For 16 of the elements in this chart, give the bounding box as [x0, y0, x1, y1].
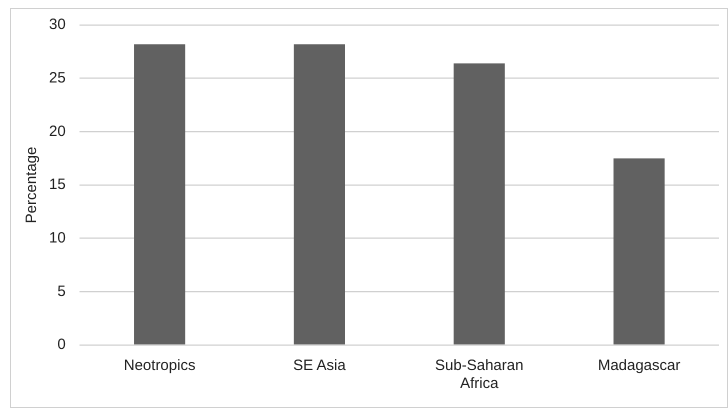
y-tick-label: 15	[48, 176, 66, 194]
bar	[454, 63, 505, 344]
x-tick-label: SE Asia	[293, 357, 346, 374]
y-tick-label: 5	[57, 282, 66, 300]
y-tick-label: 20	[48, 122, 66, 140]
x-tick-label: Madagascar	[598, 357, 680, 374]
y-tick-label: 30	[48, 16, 66, 34]
y-axis-title: Percentage	[23, 146, 40, 224]
x-tick-label: Sub-Saharan Africa	[435, 357, 524, 392]
y-tick-label: 10	[48, 229, 66, 246]
y-tick-label: 25	[48, 69, 66, 86]
bar	[294, 44, 345, 344]
bar	[134, 44, 186, 344]
x-tick-label: Neotropics	[124, 357, 196, 374]
bar	[614, 158, 665, 344]
y-tick-label: 0	[57, 336, 66, 354]
